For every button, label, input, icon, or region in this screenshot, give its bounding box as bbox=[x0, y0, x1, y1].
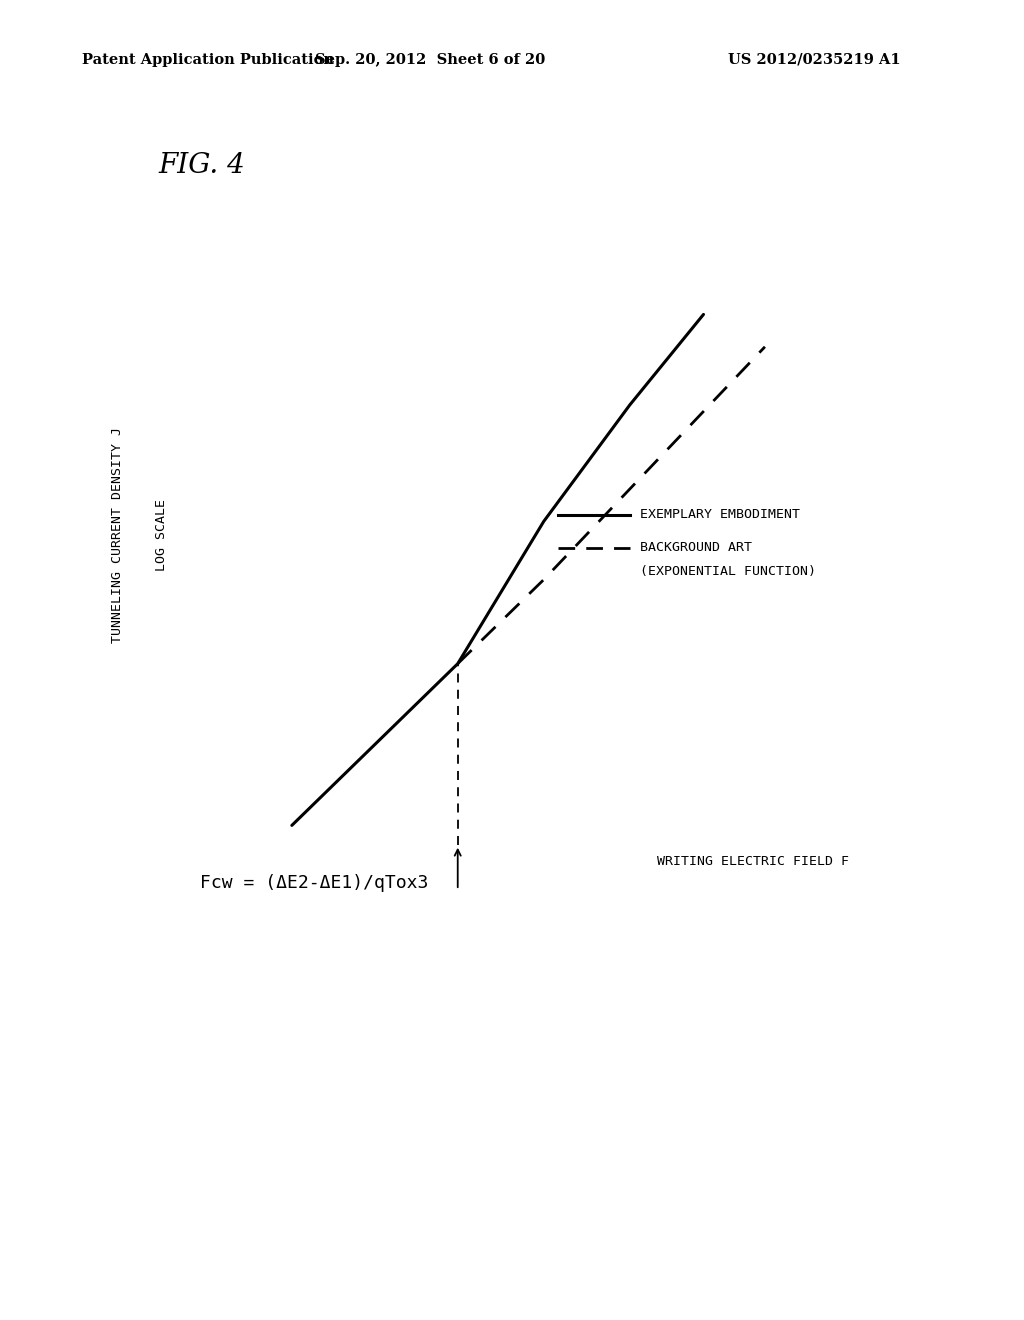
Text: US 2012/0235219 A1: US 2012/0235219 A1 bbox=[728, 53, 901, 67]
Text: WRITING ELECTRIC FIELD F: WRITING ELECTRIC FIELD F bbox=[656, 855, 849, 869]
Text: BACKGROUND ART: BACKGROUND ART bbox=[640, 541, 752, 554]
Text: FIG. 4: FIG. 4 bbox=[159, 152, 246, 178]
Text: Patent Application Publication: Patent Application Publication bbox=[82, 53, 334, 67]
Text: Fcw = (ΔE2-ΔE1)/qTox3: Fcw = (ΔE2-ΔE1)/qTox3 bbox=[200, 874, 428, 892]
Text: (EXPONENTIAL FUNCTION): (EXPONENTIAL FUNCTION) bbox=[640, 565, 816, 578]
Text: Sep. 20, 2012  Sheet 6 of 20: Sep. 20, 2012 Sheet 6 of 20 bbox=[315, 53, 545, 67]
Text: EXEMPLARY EMBODIMENT: EXEMPLARY EMBODIMENT bbox=[640, 508, 800, 521]
Text: LOG SCALE: LOG SCALE bbox=[156, 499, 168, 570]
Text: TUNNELING CURRENT DENSITY J: TUNNELING CURRENT DENSITY J bbox=[112, 426, 124, 643]
